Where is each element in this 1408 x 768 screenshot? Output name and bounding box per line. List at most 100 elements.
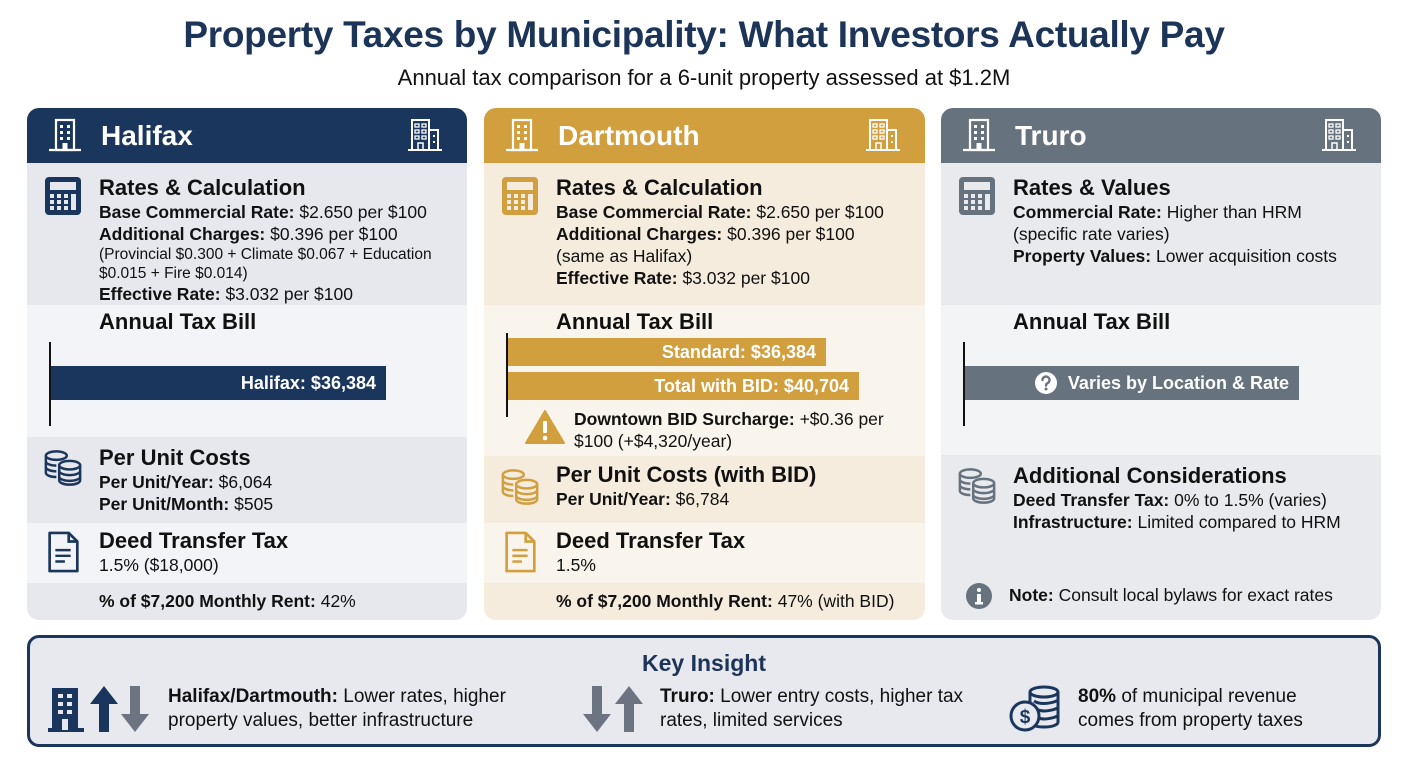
per-unit-month-value: $505 <box>234 494 274 514</box>
calculator-icon <box>502 177 538 215</box>
insight-label: Halifax/Dartmouth: <box>168 686 338 707</box>
insight-item-revenue: $ 80% of municipal revenue comes from pr… <box>1008 684 1338 734</box>
insight-item-truro: Truro: Lower entry costs, higher tax rat… <box>582 684 970 734</box>
building-icon <box>45 116 85 156</box>
annual-bill-section: Annual Tax Bill Standard: $36,384 Total … <box>484 305 925 456</box>
insight-label: 80% <box>1078 686 1117 707</box>
question-icon <box>1034 372 1057 394</box>
rent-value: 42% <box>320 591 356 611</box>
svg-text:$: $ <box>1020 707 1031 728</box>
coins-icon <box>501 469 539 505</box>
halifax-header: Halifax <box>27 108 467 163</box>
page-title: Property Taxes by Municipality: What Inv… <box>183 14 1225 55</box>
building-icon <box>502 116 542 156</box>
rent-section: % of $7,200 Monthly Rent: 47% (with BID) <box>484 583 925 620</box>
truro-bar-label: Varies by Location & Rate <box>1067 372 1289 393</box>
warning-icon <box>525 410 565 444</box>
property-values-label: Property Values: <box>1013 246 1152 266</box>
per-unit-year-label: Per Unit/Year: <box>99 472 214 492</box>
bar-axis <box>963 342 965 426</box>
rates-title: Rates & Calculation <box>556 175 763 200</box>
insight-label: Truro: <box>660 686 715 707</box>
city-name: Halifax <box>101 119 193 151</box>
bar-axis <box>49 342 51 426</box>
effective-rate-value: $3.032 per $100 <box>682 268 810 288</box>
additional-section: Additional Considerations Deed Transfer … <box>941 455 1381 620</box>
halifax-tax-bar: Halifax: $36,384 <box>51 366 386 400</box>
effective-rate-label: Effective Rate: <box>556 268 678 288</box>
deed-section: Deed Transfer Tax 1.5% <box>484 523 925 583</box>
buildings-icon <box>863 116 903 156</box>
infrastructure-value: Limited compared to HRM <box>1137 512 1341 532</box>
base-rate-label: Base Commercial Rate: <box>99 202 295 222</box>
insight-text: Lower rates, higher property values, bet… <box>168 686 506 731</box>
base-rate-label: Base Commercial Rate: <box>556 202 752 222</box>
per-unit-year-value: $6,064 <box>218 472 273 492</box>
city-name: Truro <box>1015 119 1087 151</box>
property-values-value: Lower acquisition costs <box>1156 246 1337 266</box>
infrastructure-label: Infrastructure: <box>1013 512 1133 532</box>
arrows-down-up-icon <box>583 686 643 732</box>
deed-title: Deed Transfer Tax <box>99 528 289 553</box>
base-rate-value: $2.650 per $100 <box>756 202 884 222</box>
rent-section: % of $7,200 Monthly Rent: 42% <box>27 583 467 620</box>
dollar-coins-icon: $ <box>1009 685 1060 732</box>
insight-text: of municipal revenue comes from property… <box>1078 686 1303 731</box>
calculator-icon <box>45 177 81 215</box>
note-label: Note: <box>1009 585 1054 605</box>
rates-section: Rates & Values Commercial Rate: Higher t… <box>941 163 1381 305</box>
page-subtitle: Annual tax comparison for a 6-unit prope… <box>397 65 1011 90</box>
charges-breakdown: (Provincial $0.300 + Climate $0.067 + Ed… <box>99 246 432 282</box>
buildings-icon <box>405 116 445 156</box>
deed-title: Deed Transfer Tax <box>556 528 746 553</box>
insight-item-halifax-dartmouth: Halifax/Dartmouth: Lower rates, higher p… <box>48 684 528 734</box>
annual-bill-title: Annual Tax Bill <box>99 309 257 334</box>
building-icon <box>959 116 999 156</box>
key-insight-panel: Key Insight Halifax/Dartmouth: Lower rat… <box>27 635 1381 747</box>
per-unit-section: Per Unit Costs Per Unit/Year: $6,064 Per… <box>27 437 467 523</box>
document-icon <box>505 531 536 573</box>
effective-rate-label: Effective Rate: <box>99 284 221 304</box>
building-arrows-icon <box>48 686 149 732</box>
additional-charges-label: Additional Charges: <box>556 224 723 244</box>
bid-surcharge-label: Downtown BID Surcharge: <box>574 409 795 429</box>
total-with-bid-bar: Total with BID: $40,704 <box>508 372 859 400</box>
calculator-icon <box>959 177 995 215</box>
per-unit-year-label: Per Unit/Year: <box>556 489 671 509</box>
rates-section: Rates & Calculation Base Commercial Rate… <box>484 163 925 305</box>
truro-tax-bar: Varies by Location & Rate <box>965 366 1299 400</box>
annual-bill-section: Annual Tax Bill Varies by Location & Rat… <box>941 305 1381 455</box>
info-icon <box>966 583 992 609</box>
buildings-icon <box>1319 116 1359 156</box>
rent-label: % of $7,200 Monthly Rent: <box>99 591 316 611</box>
deed-value: 1.5% <box>556 555 596 575</box>
standard-tax-bar: Standard: $36,384 <box>508 338 826 366</box>
bid-surcharge-value: +$0.36 per $100 (+$4,320/year) <box>574 409 884 451</box>
bar-axis <box>506 333 508 417</box>
charges-note: (same as Halifax) <box>556 246 693 266</box>
insight-text: Lower entry costs, higher tax rates, lim… <box>660 686 964 731</box>
rent-label: % of $7,200 Monthly Rent: <box>556 591 773 611</box>
rates-title: Rates & Values <box>1013 175 1171 200</box>
coins-icon <box>958 468 996 504</box>
per-unit-title: Per Unit Costs <box>99 445 251 470</box>
additional-charges-value: $0.396 per $100 <box>727 224 855 244</box>
additional-charges-value: $0.396 per $100 <box>270 224 398 244</box>
deed-section: Deed Transfer Tax 1.5% ($18,000) <box>27 523 467 583</box>
annual-bill-title: Annual Tax Bill <box>556 309 714 334</box>
dartmouth-card: Dartmouth Rates & Calculation Base Comme… <box>484 108 925 620</box>
rates-section: Rates & Calculation Base Commercial Rate… <box>27 163 467 305</box>
deed-transfer-value: 0% to 1.5% (varies) <box>1174 490 1327 510</box>
dartmouth-header: Dartmouth <box>484 108 925 163</box>
document-icon <box>48 531 79 573</box>
key-insight-title: Key Insight <box>642 650 766 676</box>
per-unit-year-value: $6,784 <box>675 489 730 509</box>
per-unit-month-label: Per Unit/Month: <box>99 494 230 514</box>
truro-header: Truro <box>941 108 1381 163</box>
rates-title: Rates & Calculation <box>99 175 306 200</box>
per-unit-title: Per Unit Costs (with BID) <box>556 462 817 487</box>
effective-rate-value: $3.032 per $100 <box>225 284 353 304</box>
commercial-rate-value: Higher than HRM (specific rate varies) <box>1013 202 1302 244</box>
rent-value: 47% (with BID) <box>777 591 895 611</box>
commercial-rate-label: Commercial Rate: <box>1013 202 1162 222</box>
